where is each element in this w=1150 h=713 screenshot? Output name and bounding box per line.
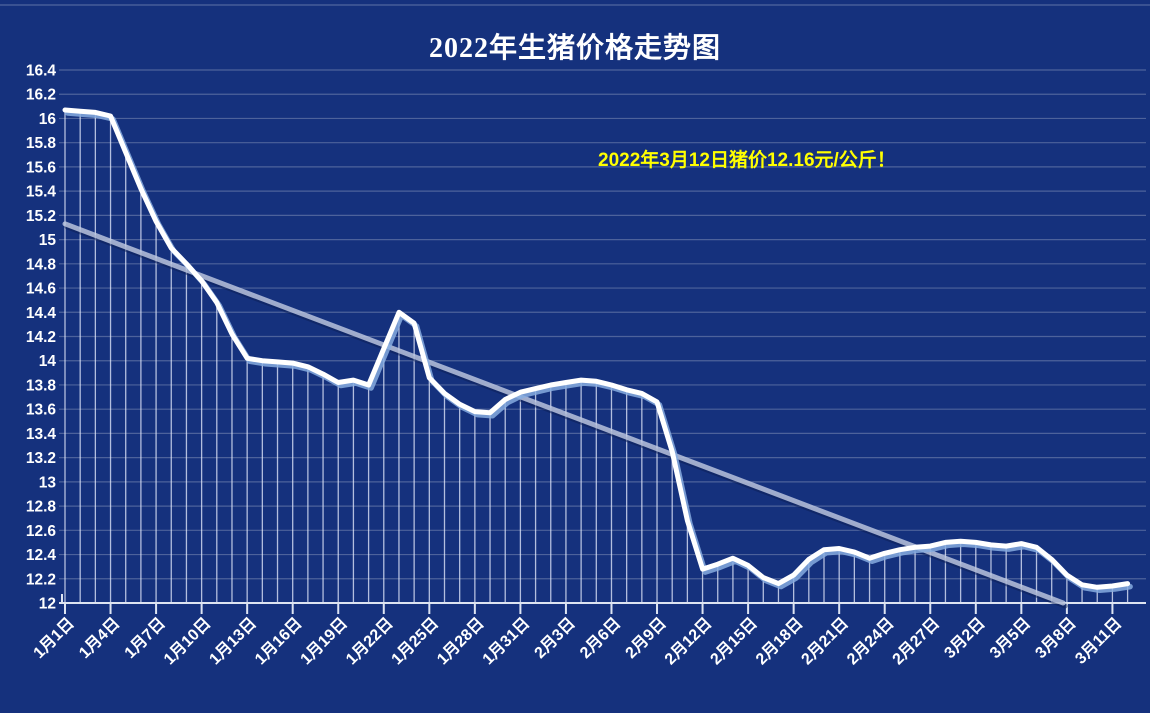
price-line <box>62 107 1131 590</box>
x-axis-label: 1月16日 <box>251 614 305 668</box>
y-axis-label: 16 <box>39 111 57 128</box>
y-axis-label: 14.4 <box>26 305 57 322</box>
x-axis-label: 2月12日 <box>661 614 715 668</box>
x-axis-label: 1月4日 <box>75 614 123 662</box>
y-axis-label: 15.4 <box>26 184 57 201</box>
y-axis-label: 14.8 <box>26 256 57 273</box>
y-axis-label: 14.6 <box>26 281 57 298</box>
y-axis-label: 12.6 <box>26 523 57 540</box>
x-axis-label: 1月19日 <box>297 614 351 668</box>
x-axis-label: 2月3日 <box>531 614 579 662</box>
x-axis-label: 1月13日 <box>206 614 260 668</box>
x-axis-label: 1月28日 <box>433 614 487 668</box>
y-axis-label: 14.2 <box>26 329 56 346</box>
y-axis-label: 13.6 <box>26 402 57 419</box>
y-axis-label: 15.6 <box>26 159 57 176</box>
x-axis-label: 1月22日 <box>342 614 396 668</box>
y-axis-label: 12 <box>39 596 56 613</box>
x-axis-label: 2月18日 <box>752 614 806 668</box>
y-axis-label: 15.2 <box>26 208 56 225</box>
y-axis-label: 12.2 <box>26 571 56 588</box>
y-axis-label: 16.2 <box>26 87 56 104</box>
y-axis-label: 13.8 <box>26 377 57 394</box>
x-axis-label: 1月25日 <box>388 614 442 668</box>
x-axis-label: 3月2日 <box>941 614 989 662</box>
x-axis-label: 2月21日 <box>798 614 852 668</box>
x-axis-label: 3月11日 <box>1072 614 1126 668</box>
x-axis-label: 2月27日 <box>889 614 943 668</box>
y-axis-label: 16.4 <box>26 63 57 80</box>
price-annotation: 2022年3月12日猪价12.16元/公斤！ <box>598 150 896 171</box>
y-axis-label: 15.8 <box>26 135 57 152</box>
y-axis-label: 12.8 <box>26 499 57 516</box>
x-axis-label: 1月10日 <box>160 614 214 668</box>
y-axis-label: 13.2 <box>26 450 56 467</box>
x-axis-label: 1月31日 <box>479 614 533 668</box>
trend-line <box>62 221 1066 606</box>
x-axis-label: 2月24日 <box>843 614 897 668</box>
y-axis-label: 13.4 <box>26 426 57 443</box>
y-axis-label: 13 <box>39 474 57 491</box>
chart-title: 2022年生猪价格走势图 <box>428 33 721 64</box>
y-axis-label: 15 <box>39 232 57 249</box>
y-axis-label: 12.4 <box>26 547 57 564</box>
x-axis-label: 1月1日 <box>30 614 78 662</box>
price-line-shadow <box>64 110 1133 594</box>
x-axis-label: 3月5日 <box>986 614 1034 662</box>
y-axis-label: 14 <box>39 353 57 370</box>
x-axis-label: 2月15日 <box>707 614 761 668</box>
x-axis-label: 2月6日 <box>576 614 624 662</box>
